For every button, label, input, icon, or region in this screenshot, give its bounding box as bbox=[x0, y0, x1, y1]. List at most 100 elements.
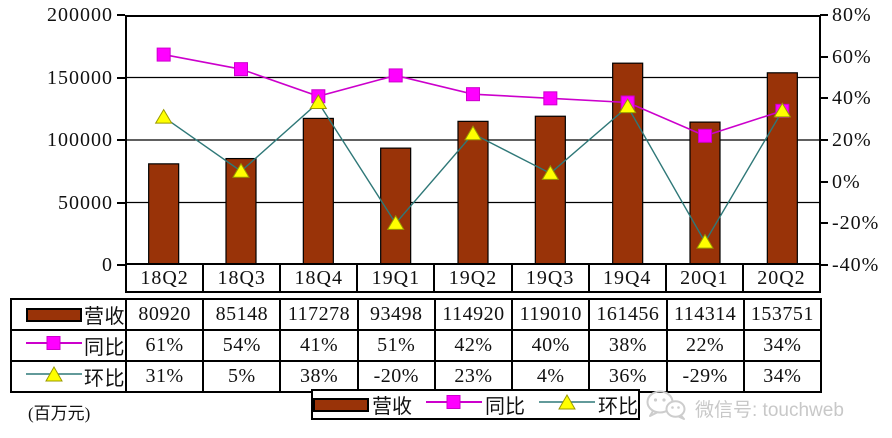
table-cell-19Q1: -20% bbox=[356, 360, 436, 393]
left-axis-tick bbox=[117, 76, 125, 79]
right-axis-tick bbox=[820, 264, 828, 266]
row-label-cell: 同比 bbox=[10, 329, 127, 362]
qoq-marker-19Q4 bbox=[618, 98, 637, 114]
row-label: 营收 bbox=[84, 306, 125, 328]
revenue-bar-18Q4 bbox=[302, 117, 334, 265]
legend-item-qoq: 环比 bbox=[539, 390, 638, 419]
left-axis-tick-label: 150000 bbox=[47, 66, 113, 89]
table-cell-19Q1: 51% bbox=[356, 329, 436, 362]
category-label-row: 18Q2 18Q3 18Q4 19Q1 19Q2 19Q3 19Q4 20Q1 20Q2 bbox=[125, 263, 821, 293]
yoy-line-marker-icon bbox=[26, 334, 82, 357]
table-cell-20Q1: 114314 bbox=[665, 298, 745, 331]
watermark-text: 微信号: touchweb bbox=[695, 399, 844, 421]
table-cell-19Q4: 38% bbox=[588, 329, 668, 362]
table-cell-20Q2: 34% bbox=[742, 329, 823, 362]
left-axis-tick-label: 0 bbox=[102, 254, 113, 276]
yoy-marker-18Q2 bbox=[156, 47, 171, 62]
table-cell-19Q2: 114920 bbox=[433, 298, 514, 331]
qoq-marker-19Q2 bbox=[464, 125, 482, 141]
table-cell-18Q3: 54% bbox=[202, 329, 282, 362]
qoq-marker-20Q2 bbox=[773, 102, 792, 118]
table-cell-18Q2: 31% bbox=[124, 360, 205, 393]
yoy-marker-19Q3 bbox=[543, 91, 558, 106]
legend-label-yoy: 同比 bbox=[485, 396, 525, 418]
revenue-bar-19Q4 bbox=[612, 62, 644, 265]
unit-label: (百万元) bbox=[28, 404, 91, 423]
right-axis-tick bbox=[820, 55, 828, 58]
table-cell-18Q3: 5% bbox=[202, 360, 282, 393]
revenue-bar-swatch-icon bbox=[313, 397, 369, 412]
revenue-bar-swatch-icon bbox=[26, 307, 82, 322]
legend: 营收 同比 环比 bbox=[311, 389, 640, 420]
left-axis-tick-label: 100000 bbox=[47, 129, 113, 151]
qoq-marker-18Q3 bbox=[232, 162, 250, 178]
qoq-marker-19Q3 bbox=[541, 164, 560, 180]
watermark: 微信号: touchweb bbox=[645, 390, 844, 426]
category-label-20Q2: 20Q2 bbox=[757, 266, 806, 289]
right-axis-tick-label: 40% bbox=[832, 87, 872, 110]
right-axis-tick bbox=[820, 139, 828, 141]
table-row-qoq: 环比 31% 5% 38% -20% 23% 4% 36% -29% 34% bbox=[10, 360, 823, 393]
revenue-bar-18Q2 bbox=[148, 163, 180, 265]
revenue-bar-20Q2 bbox=[766, 72, 798, 265]
category-label-18Q4: 18Q4 bbox=[281, 265, 359, 291]
table-row-yoy: 同比 61% 54% 41% 51% 42% 40% 38% 22% 34% bbox=[10, 329, 823, 362]
yoy-marker-18Q3 bbox=[234, 62, 248, 77]
table-cell-20Q1: 22% bbox=[665, 329, 745, 362]
table-cell-19Q4: 161456 bbox=[588, 298, 668, 331]
left-axis-tick bbox=[117, 201, 125, 204]
right-axis-tick bbox=[820, 14, 828, 16]
right-axis-tick-label: -20% bbox=[832, 212, 880, 235]
right-axis-tick bbox=[820, 222, 828, 225]
table-cell-18Q4: 41% bbox=[279, 329, 359, 362]
category-label-20Q1: 20Q1 bbox=[667, 265, 744, 291]
category-label-18Q3: 18Q3 bbox=[204, 265, 282, 291]
table-cell-18Q2: 80920 bbox=[124, 298, 205, 331]
right-axis-tick-label: -40% bbox=[832, 254, 880, 276]
left-axis-tick bbox=[117, 14, 125, 16]
table-cell-20Q1: -29% bbox=[665, 360, 745, 393]
table-cell-18Q4: 38% bbox=[279, 360, 359, 393]
qoq-marker-20Q1 bbox=[696, 233, 714, 249]
right-axis-tick-label: 60% bbox=[832, 45, 872, 68]
category-label-19Q4: 19Q4 bbox=[590, 265, 667, 291]
table-cell-20Q2: 153751 bbox=[742, 298, 823, 331]
category-label-18Q2: 18Q2 bbox=[127, 265, 205, 291]
qoq-marker-18Q4 bbox=[309, 94, 328, 109]
table-cell-18Q4: 117278 bbox=[279, 298, 359, 331]
legend-item-revenue: 营收 bbox=[313, 390, 412, 419]
table-cell-19Q4: 36% bbox=[588, 360, 668, 393]
row-label: 同比 bbox=[84, 337, 125, 359]
right-axis-tick-label: 80% bbox=[832, 4, 872, 26]
row-label-cell: 环比 bbox=[10, 360, 127, 393]
yoy-marker-19Q2 bbox=[466, 87, 480, 102]
table-row-revenue: 营收 80920 85148 117278 93498 114920 119010 16145… bbox=[10, 298, 823, 331]
table-cell-18Q3: 85148 bbox=[202, 298, 282, 331]
row-label-cell: 营收 bbox=[10, 298, 127, 331]
category-label-19Q1: 19Q1 bbox=[358, 265, 436, 291]
wechat-icon bbox=[645, 390, 687, 426]
plot-svg bbox=[125, 15, 821, 265]
right-axis-tick-label: 0% bbox=[832, 170, 861, 193]
yoy-line-marker-icon bbox=[426, 393, 482, 416]
qoq-marker-19Q1 bbox=[386, 214, 405, 230]
revenue-bar-19Q3 bbox=[534, 115, 566, 265]
legend-label-revenue: 营收 bbox=[372, 396, 412, 418]
revenue-bar-19Q2 bbox=[457, 120, 489, 265]
right-axis-tick-label: 20% bbox=[832, 129, 872, 151]
legend-label-qoq: 环比 bbox=[598, 396, 638, 418]
left-axis-tick-label: 50000 bbox=[58, 191, 113, 214]
table-cell-19Q1: 93498 bbox=[356, 298, 436, 331]
left-axis-tick-label: 200000 bbox=[47, 4, 113, 26]
table-cell-18Q2: 61% bbox=[124, 329, 205, 362]
table-cell-19Q3: 4% bbox=[511, 360, 591, 393]
qoq-marker-18Q2 bbox=[154, 108, 173, 124]
category-label-19Q2: 19Q2 bbox=[435, 265, 513, 291]
right-axis-tick bbox=[820, 180, 828, 183]
qoq-line-marker-icon bbox=[26, 365, 82, 389]
table-cell-19Q3: 40% bbox=[511, 329, 591, 362]
table-cell-19Q2: 42% bbox=[433, 329, 514, 362]
right-axis-tick bbox=[820, 97, 828, 100]
category-label-19Q3: 19Q3 bbox=[513, 265, 590, 291]
